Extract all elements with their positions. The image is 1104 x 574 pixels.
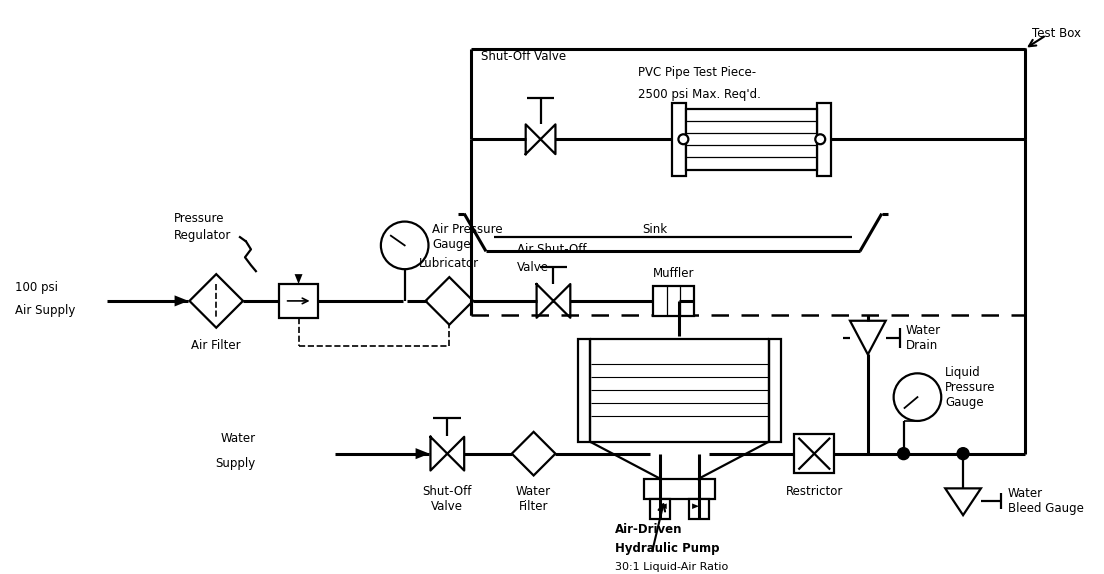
Bar xyxy=(672,103,687,176)
Text: 100 psi: 100 psi xyxy=(14,281,57,293)
Polygon shape xyxy=(512,432,555,475)
Text: 2500 psi Max. Req'd.: 2500 psi Max. Req'd. xyxy=(638,88,761,101)
Text: Air Shut-Off: Air Shut-Off xyxy=(517,243,586,256)
Circle shape xyxy=(898,448,910,460)
Polygon shape xyxy=(295,274,302,284)
Text: 30:1 Liquid-Air Ratio: 30:1 Liquid-Air Ratio xyxy=(615,562,729,572)
Polygon shape xyxy=(692,503,699,509)
Circle shape xyxy=(893,373,942,421)
Text: Water
Bleed Gauge: Water Bleed Gauge xyxy=(1008,487,1084,515)
Text: Shut-Off Valve: Shut-Off Valve xyxy=(481,51,566,64)
Text: Restrictor: Restrictor xyxy=(786,486,843,498)
Bar xyxy=(652,286,694,316)
Text: Air Pressure
Gauge: Air Pressure Gauge xyxy=(433,223,503,251)
Polygon shape xyxy=(190,274,243,328)
Circle shape xyxy=(815,134,825,144)
Text: Water
Drain: Water Drain xyxy=(905,324,941,352)
Polygon shape xyxy=(945,488,981,515)
Text: Sink: Sink xyxy=(643,223,668,236)
Text: Hydraulic Pump: Hydraulic Pump xyxy=(615,542,720,556)
Bar xyxy=(578,339,591,442)
Text: Air Filter: Air Filter xyxy=(191,339,241,352)
Text: Pressure: Pressure xyxy=(173,212,224,225)
Text: Valve: Valve xyxy=(517,261,549,274)
Bar xyxy=(278,284,318,318)
Text: Lubricator: Lubricator xyxy=(420,257,479,270)
Polygon shape xyxy=(425,277,474,325)
Text: Liquid
Pressure
Gauge: Liquid Pressure Gauge xyxy=(945,366,996,409)
Polygon shape xyxy=(850,321,885,355)
Bar xyxy=(644,479,715,499)
Text: Air Supply: Air Supply xyxy=(14,304,75,317)
Text: Muffler: Muffler xyxy=(652,267,694,280)
Bar xyxy=(689,499,709,519)
Text: Test Box: Test Box xyxy=(1032,26,1082,40)
Polygon shape xyxy=(174,296,189,307)
Text: PVC Pipe Test Piece-: PVC Pipe Test Piece- xyxy=(638,67,756,79)
Circle shape xyxy=(957,448,969,460)
Text: Water: Water xyxy=(221,432,256,445)
Bar xyxy=(795,434,835,474)
Bar xyxy=(817,103,831,176)
Text: Water
Filter: Water Filter xyxy=(516,486,551,513)
Circle shape xyxy=(381,222,428,269)
Bar xyxy=(768,339,781,442)
Circle shape xyxy=(679,134,688,144)
Text: Regulator: Regulator xyxy=(173,229,231,242)
Bar xyxy=(687,108,817,170)
Polygon shape xyxy=(415,448,429,459)
Text: Air-Driven: Air-Driven xyxy=(615,522,682,536)
Text: Shut-Off
Valve: Shut-Off Valve xyxy=(423,486,473,513)
Bar xyxy=(650,499,670,519)
Polygon shape xyxy=(660,503,667,509)
Text: Supply: Supply xyxy=(215,457,256,470)
